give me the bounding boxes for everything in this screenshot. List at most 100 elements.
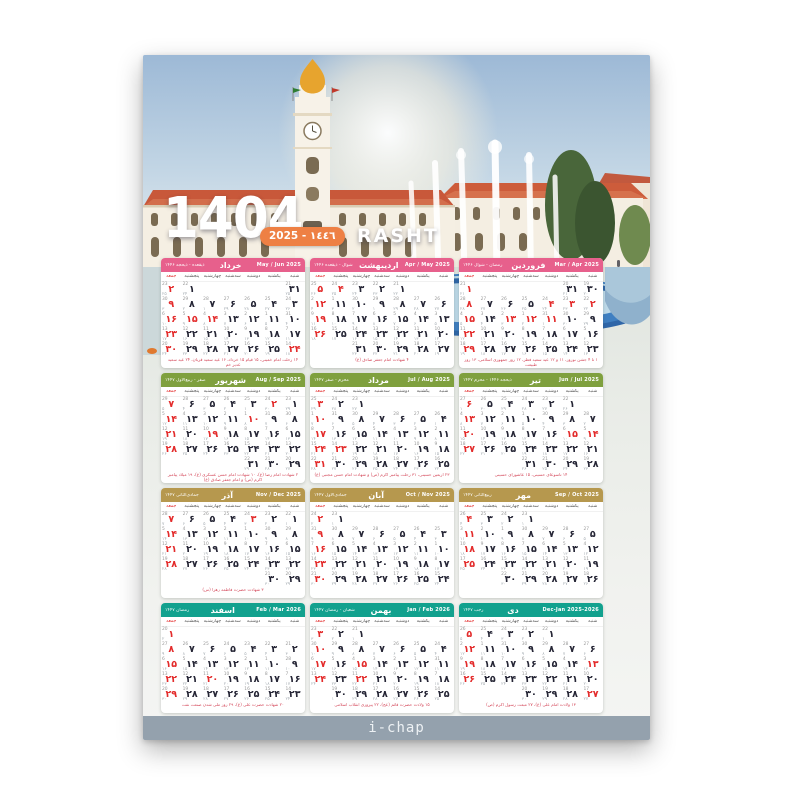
day-number: ۱۵ <box>355 429 368 440</box>
day-cell: 22 ۲ ۲ <box>331 627 352 642</box>
day-cell: 11 ۱۷ ۲۰ <box>392 442 413 457</box>
weekday-row: شنبه یکشنبه دوشنبه سه‌شنبه چهارشنبه پنجشنبه جم… <box>310 387 454 397</box>
day-number: ۱۸ <box>437 674 450 685</box>
hijri-day: ۲ <box>501 522 504 527</box>
hijri-day: ۱۲ <box>434 337 440 342</box>
day-number: ۷ <box>209 299 216 310</box>
month-occasions-note: ۲ شهادت امام رضا (ع)، ۱۰ شهادت امام حسن … <box>167 472 299 483</box>
hijri-day: ۱۵ <box>542 352 548 357</box>
day-number: ۱۲ <box>417 659 429 670</box>
gregorian-day: 18 <box>182 557 189 562</box>
weekday-label: چهارشنبه <box>501 504 520 509</box>
day-cell: 13 ۱۴ ۲۴ <box>562 342 583 357</box>
day-number: ۱۴ <box>165 414 178 425</box>
day-cell: 27 ۱ ۶ <box>459 397 480 412</box>
day-number: ۱۴ <box>417 314 429 325</box>
hijri-day: ۱ <box>460 407 463 412</box>
day-cell: 3 ۱۳ ۱۲ <box>223 657 244 672</box>
gregorian-day: 14 <box>331 442 338 447</box>
gregorian-day: 11 <box>413 327 420 332</box>
weekday-label: دوشنبه <box>395 274 410 279</box>
day-cell: 8 ۹ ۱۹ <box>521 327 542 342</box>
day-number: ۴ <box>337 284 344 295</box>
day-number: ۱۰ <box>314 414 327 425</box>
hijri-day: ۱۹ <box>352 452 357 457</box>
day-number: ۶ <box>399 644 406 655</box>
ichap-logo: i-chap <box>368 720 425 736</box>
hijri-day: ۳ <box>501 322 504 327</box>
day-number: ۲۴ <box>566 344 578 355</box>
hijri-day: ۴ <box>285 322 288 327</box>
gregorian-day: 25 <box>264 297 271 302</box>
gregorian-day: 15 <box>413 687 420 692</box>
hijri-day: ۱ <box>352 637 355 642</box>
gregorian-day: 14 <box>285 342 292 347</box>
day-number: ۲۶ <box>417 459 429 470</box>
hijri-day: ۶ <box>501 422 504 427</box>
day-cell: 26 ۲۶ ۶ <box>500 297 521 312</box>
day-number: ۴ <box>230 399 236 410</box>
hijri-day: ۴ <box>182 407 185 412</box>
hijri-day: ۱۱ <box>372 437 378 442</box>
hijri-day: ۲۸ <box>413 307 419 312</box>
day-cell: 9 ۱۱ ۱۹ <box>310 312 331 327</box>
hijri-day: ۱۹ <box>434 352 440 357</box>
weekday-label: دوشنبه <box>544 389 559 394</box>
day-number: ۲۶ <box>417 689 429 700</box>
day-number: ۹ <box>168 299 175 310</box>
day-cell: 1 ۱۱ ۱۱ <box>480 642 501 657</box>
hijri-day: ۱۵ <box>203 337 208 342</box>
day-number: ۸ <box>188 299 195 310</box>
day-cell: 8 ۱۷ ۱۷ <box>433 557 454 572</box>
day-cell: 17 ۱۸ ۲۸ <box>480 342 501 357</box>
gregorian-day: 18 <box>460 442 466 447</box>
month-gregorian-label: 2025-2026 Dec-Jan <box>542 607 599 613</box>
day-number: ۳۰ <box>545 459 558 470</box>
day-number: ۲۵ <box>463 559 476 570</box>
hijri-day: ۲۶ <box>203 567 208 572</box>
day-number: ۱۳ <box>186 529 198 540</box>
hijri-day: ۳ <box>244 522 247 527</box>
gregorian-day: 10 <box>583 672 590 677</box>
day-cell: 2 ۳ ۱۳ <box>500 312 521 327</box>
hijri-day: ۹ <box>501 537 504 542</box>
hijri-day: ۸ <box>331 537 334 542</box>
hijri-day: ۱۸ <box>542 452 548 457</box>
day-number: ۹ <box>271 414 278 425</box>
day-number: ۱۰ <box>355 299 368 310</box>
day-cell: 7 ۹ ۱۷ <box>351 312 372 327</box>
day-number: ۳۰ <box>586 284 599 295</box>
day-number: ۹ <box>507 529 514 540</box>
gregorian-day: 15 <box>244 442 250 447</box>
gregorian-day: 17 <box>372 687 379 692</box>
hijri-day: ۱۰ <box>244 537 250 542</box>
day-cell: 25 ۷ ۶ <box>202 642 223 657</box>
hijri-day: ۱۴ <box>562 667 568 672</box>
hijri-day: ۱۴ <box>480 437 486 442</box>
gregorian-day: 31 <box>331 412 338 417</box>
day-cell: 8 ۱۹ ۱۹ <box>413 672 434 687</box>
hijri-day: ۲ <box>331 637 334 642</box>
gregorian-day: 20 <box>372 342 379 347</box>
weekday-row: شنبه یکشنبه دوشنبه سه‌شنبه چهارشنبه پنجشنبه جم… <box>161 272 305 282</box>
hijri-day: ۵ <box>460 637 463 642</box>
day-number: ۱۵ <box>165 659 178 670</box>
gregorian-day: 7 <box>285 327 289 332</box>
day-number: ۱۱ <box>227 529 239 540</box>
day-cell: 27 ۳ ۵ <box>202 397 223 412</box>
gregorian-day: 20 <box>285 457 292 462</box>
hijri-day: ۱۶ <box>331 667 337 672</box>
gregorian-day: 4 <box>182 412 186 417</box>
gregorian-day: 23 <box>352 397 358 402</box>
day-cell: 8 ۱۷ ۱۷ <box>243 542 264 557</box>
gregorian-day: 3 <box>460 527 463 532</box>
gregorian-day: 9 <box>460 657 463 662</box>
hijri-day: ۲ <box>521 322 525 327</box>
gregorian-day: 20 <box>562 457 569 462</box>
day-cell <box>480 282 501 297</box>
gregorian-day: 2 <box>311 297 314 302</box>
hijri-day: ۹ <box>223 422 227 427</box>
day-number: ۲۵ <box>545 344 558 355</box>
weekday-label: چهارشنبه <box>501 389 520 394</box>
day-cell: 16 ۲۷ ۲۷ <box>392 687 413 702</box>
